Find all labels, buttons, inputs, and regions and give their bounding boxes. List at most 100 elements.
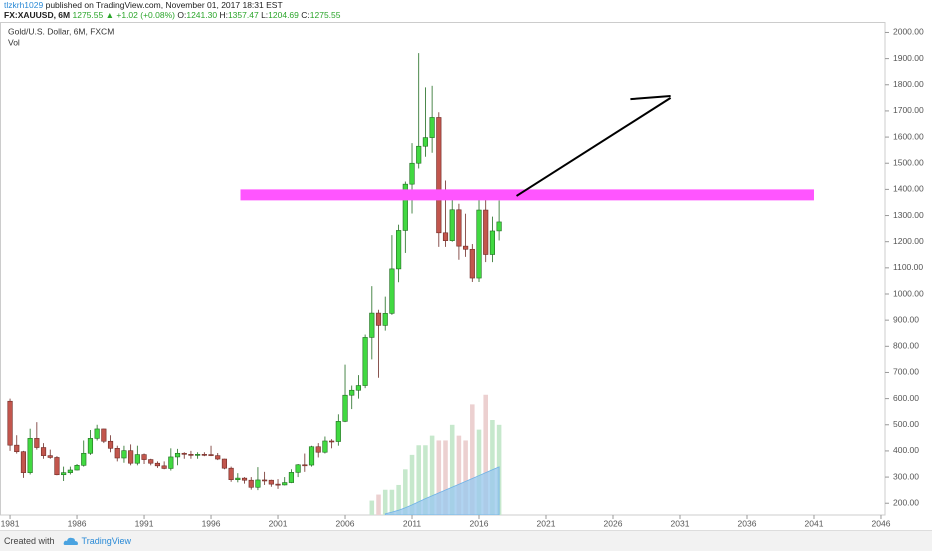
y-tick-label: 600.00 (893, 393, 919, 403)
last: 1275.55 (72, 10, 104, 20)
candle-body (14, 444, 20, 453)
volume-bar (490, 420, 495, 515)
volume-bar (423, 445, 428, 515)
x-tick-label: 2026 (604, 518, 623, 528)
candle-body (221, 458, 228, 469)
candle-body (201, 454, 207, 456)
candle-body (489, 230, 495, 255)
candle-layer (7, 53, 502, 491)
y-tick-label: 1000.00 (893, 288, 924, 298)
trend-line (515, 97, 672, 197)
volume-bar (396, 484, 401, 515)
y-tick-label: 1900.00 (893, 53, 924, 63)
candle-body (436, 117, 442, 234)
candle-body (181, 452, 187, 455)
candle-body (355, 385, 361, 391)
x-tick-label: 1991 (135, 518, 154, 528)
candle-body (54, 457, 60, 476)
axes: 200.00 300.00 400.00 500.00 600.00 700.00 800.… (1, 27, 924, 529)
candle-body (275, 483, 281, 486)
open-label: O: (177, 10, 187, 20)
y-tick-label: 1200.00 (893, 236, 924, 246)
candle-body (87, 438, 94, 454)
candle-body (107, 440, 114, 449)
candle-body (134, 454, 140, 464)
candle-body (349, 389, 355, 396)
volume-label: Vol (8, 37, 20, 47)
y-tick-label: 1300.00 (893, 210, 924, 220)
candle-body (456, 209, 462, 247)
candle-body (262, 479, 268, 482)
quote-line: FX:XAUUSD, 6M 1275.55 ▲ +1.02 (+0.08%) O… (4, 10, 341, 20)
y-tick-label: 200.00 (893, 497, 919, 507)
candle-body (168, 456, 174, 469)
candle-body (463, 245, 469, 250)
volume-bar (409, 454, 415, 515)
footer-brand[interactable]: TradingView (81, 536, 132, 546)
annotation-layer (240, 95, 814, 201)
header: tlzkrh1029 published on TradingView.com,… (4, 0, 341, 20)
y-tick-label: 500.00 (893, 419, 919, 429)
close: 1275.55 (309, 10, 341, 20)
candle-body (335, 421, 341, 442)
x-tick-label: 2021 (537, 518, 556, 528)
high: 1357.47 (227, 10, 259, 20)
candle-body (141, 454, 147, 460)
candle-body (268, 479, 274, 485)
volume-layer (369, 394, 502, 515)
candle-body (282, 482, 288, 486)
volume-bar (389, 489, 395, 515)
candle-body (288, 472, 295, 483)
candle-body (34, 438, 40, 448)
candle-body (369, 312, 375, 338)
volume-bar (376, 494, 381, 515)
volume-bar (429, 435, 435, 515)
y-tick-label: 2000.00 (893, 27, 924, 37)
candle-body (449, 209, 455, 241)
candle-body (496, 221, 502, 232)
volume-bar (476, 429, 482, 515)
x-tick-label: 2006 (336, 518, 355, 528)
volume-bar (382, 489, 388, 515)
candle-body (47, 455, 53, 458)
candle-body (61, 472, 67, 476)
y-tick-label: 1800.00 (893, 79, 924, 89)
candle-body (94, 428, 100, 439)
candle-body (416, 145, 422, 164)
x-tick-label: 2016 (470, 518, 489, 528)
footer-text: Created with (4, 536, 55, 546)
low-label: L: (261, 10, 269, 20)
x-tick-label: 1986 (68, 518, 87, 528)
candle-body (295, 464, 301, 473)
y-tick-label: 1600.00 (893, 131, 924, 141)
volume-bar (463, 440, 468, 515)
candle-body (342, 394, 348, 422)
volume-bar (403, 469, 408, 515)
candle-body (215, 455, 221, 460)
candle-body (362, 337, 368, 386)
y-tick-label: 700.00 (893, 367, 919, 377)
y-tick-label: 1100.00 (893, 262, 923, 272)
volume-bar (449, 424, 455, 515)
candle-body (20, 451, 27, 473)
candle-body (114, 448, 120, 459)
chart-title: Gold/U.S. Dollar, 6M, FXCM (8, 26, 114, 36)
user[interactable]: tlzkrh1029 (4, 0, 44, 10)
chart: Gold/U.S. Dollar, 6M, FXCM Vol 200.00 300… (0, 22, 924, 529)
volume-bar (456, 435, 462, 515)
y-tick-label: 1700.00 (893, 105, 924, 115)
candle-body (396, 230, 402, 270)
candle-body (121, 450, 127, 459)
open: 1241.30 (186, 10, 218, 20)
candle-body (128, 450, 134, 464)
footer: Created with TradingView (0, 530, 932, 551)
candle-body (161, 465, 167, 469)
candle-body (302, 464, 308, 467)
x-tick-label: 2041 (805, 518, 824, 528)
candle-body (409, 162, 415, 185)
y-tick-label: 300.00 (893, 471, 919, 481)
candle-body (195, 454, 201, 456)
y-tick-label: 900.00 (893, 314, 919, 324)
candle-body (148, 459, 154, 464)
